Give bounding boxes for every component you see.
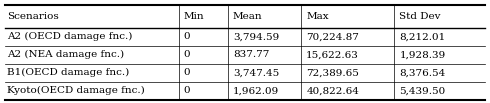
Text: A2 (OECD damage fnc.): A2 (OECD damage fnc.) <box>7 32 133 41</box>
Text: 70,224.87: 70,224.87 <box>306 32 359 41</box>
Text: Min: Min <box>184 12 204 21</box>
Text: 3,747.45: 3,747.45 <box>233 68 279 77</box>
Text: 0: 0 <box>184 32 191 41</box>
Text: 1,928.39: 1,928.39 <box>399 50 445 59</box>
Text: Max: Max <box>306 12 329 21</box>
Text: 0: 0 <box>184 86 191 95</box>
Text: 0: 0 <box>184 68 191 77</box>
Text: 72,389.65: 72,389.65 <box>306 68 359 77</box>
Text: 8,376.54: 8,376.54 <box>399 68 445 77</box>
Text: 15,622.63: 15,622.63 <box>306 50 359 59</box>
Text: 3,794.59: 3,794.59 <box>233 32 279 41</box>
Text: Scenarios: Scenarios <box>7 12 59 21</box>
Text: 837.77: 837.77 <box>233 50 269 59</box>
Text: 0: 0 <box>184 50 191 59</box>
Text: 1,962.09: 1,962.09 <box>233 86 279 95</box>
Text: 8,212.01: 8,212.01 <box>399 32 445 41</box>
Text: Std Dev: Std Dev <box>399 12 441 21</box>
Text: B1(OECD damage fnc.): B1(OECD damage fnc.) <box>7 68 129 77</box>
Text: 5,439.50: 5,439.50 <box>399 86 445 95</box>
Text: Kyoto(OECD damage fnc.): Kyoto(OECD damage fnc.) <box>7 86 145 95</box>
Text: A2 (NEA damage fnc.): A2 (NEA damage fnc.) <box>7 50 124 59</box>
Text: 40,822.64: 40,822.64 <box>306 86 359 95</box>
Text: Mean: Mean <box>233 12 262 21</box>
